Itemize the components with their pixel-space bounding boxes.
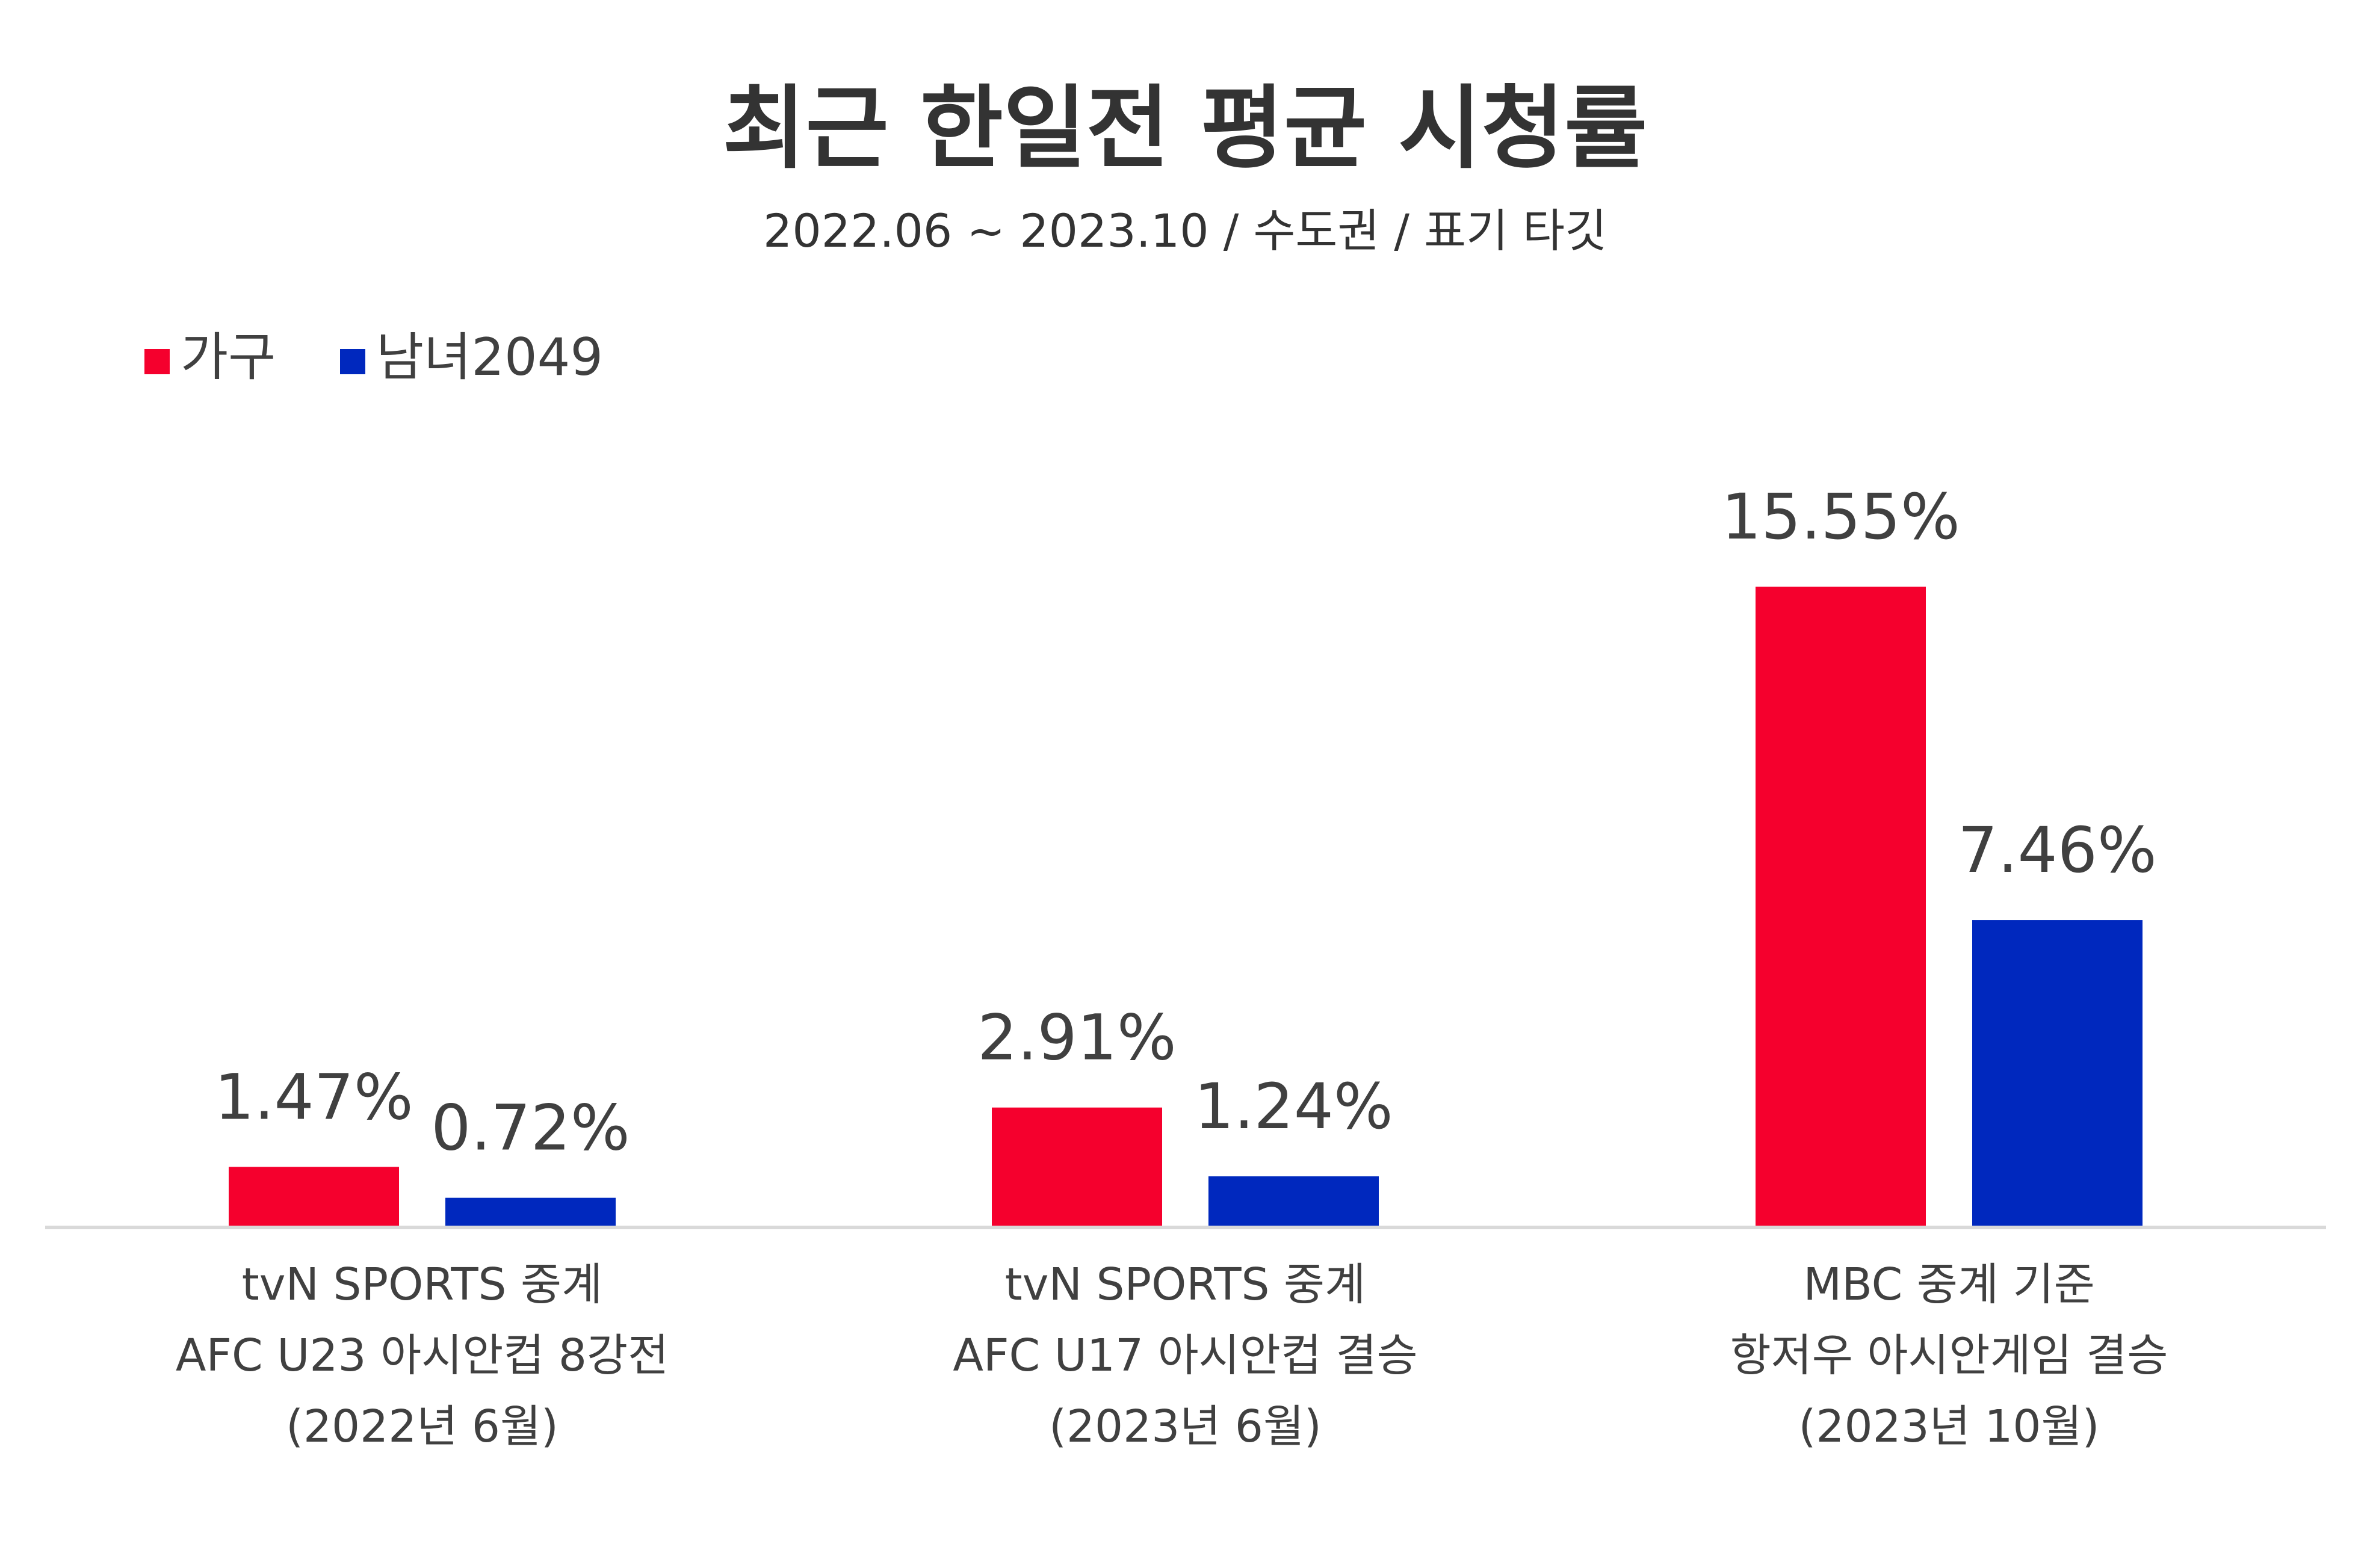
legend-label-2049: 남녀2049 [376,327,603,387]
value-labels-group: 1.47% 0.72% 2.91%1.24% 15.55% 7.46% [214,480,2156,1165]
data-label-2049-2: 1.24% [1194,1070,1393,1143]
data-label-households-3: 15.55% [1721,480,1960,554]
category-label-2-line-2: AFC U17 아시안컵 결승 [953,1330,1417,1381]
category-labels-group: tvN SPORTS 중계 AFC U23 아시안컵 8강전 (2022년 6월) t… [176,1259,2168,1452]
legend: 가구 남녀2049 [144,327,603,387]
data-label-2049-1: 0.72% [431,1091,630,1165]
data-label-2049-3: 7.46% [1958,813,2156,887]
category-label-1-line-2: AFC U23 아시안컵 8강전 [176,1330,669,1381]
bar-2049-3 [1972,920,2143,1227]
category-label-3-line-2: 항저우 아시안게임 결승 [1730,1330,2168,1381]
bar-2049-1 [445,1197,616,1227]
category-label-1-line-3: (2022년 6월) [286,1401,558,1452]
category-label-2-line-3: (2023년 6월) [1049,1401,1322,1452]
legend-swatch-2049 [340,349,365,374]
category-label-2-line-1: tvN SPORTS 중계 [1005,1259,1366,1310]
bar-households-2 [992,1107,1162,1227]
bar-2049-2 [1208,1176,1379,1227]
category-label-3-line-3: (2023년 10월) [1799,1401,2100,1452]
legend-label-households: 가구 [181,327,276,387]
category-label-3-line-1: MBC 중계 기준 [1803,1259,2094,1310]
bar-households-3 [1756,587,1926,1227]
data-label-households-1: 1.47% [214,1060,413,1134]
legend-swatch-households [144,349,170,374]
chart-title: 최근 한일전 평균 시청률 [723,76,1648,181]
category-label-1-line-1: tvN SPORTS 중계 [242,1259,602,1310]
data-label-households-2: 2.91% [977,1001,1176,1075]
bar-households-1 [229,1167,399,1227]
chart-subtitle: 2022.06 ~ 2023.10 / 수도권 / 표기 타깃 [763,204,1607,258]
bars-group [229,587,2143,1227]
